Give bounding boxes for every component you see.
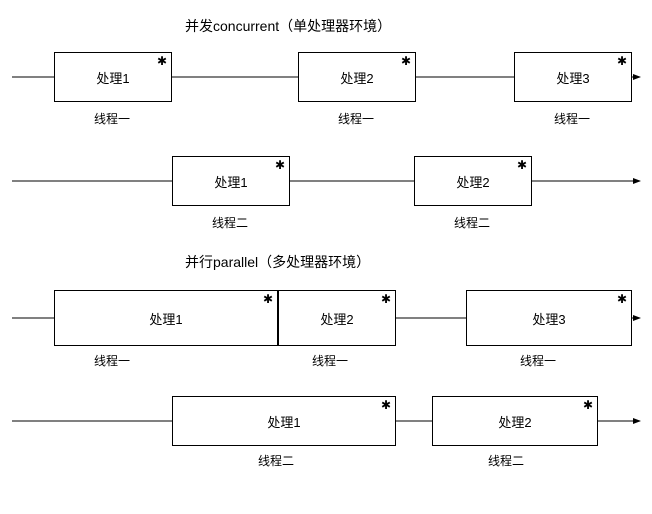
s2r1-box1: ✱ 处理1 xyxy=(54,290,278,346)
s1r1-caption2: 线程一 xyxy=(338,110,374,127)
box-label: 处理2 xyxy=(498,412,531,431)
s1r1-box2: ✱ 处理2 xyxy=(298,52,416,102)
s2r1-box2: ✱ 处理2 xyxy=(278,290,396,346)
star-icon: ✱ xyxy=(381,293,391,305)
star-icon: ✱ xyxy=(617,55,627,67)
section2-title: 并行parallel（多处理器环境） xyxy=(185,252,370,272)
s1r2-box1: ✱ 处理1 xyxy=(172,156,290,206)
box-label: 处理2 xyxy=(456,172,489,191)
s2r1-caption3: 线程一 xyxy=(520,352,556,369)
box-label: 处理1 xyxy=(149,309,182,328)
star-icon: ✱ xyxy=(517,159,527,171)
s2r2-box2: ✱ 处理2 xyxy=(432,396,598,446)
star-icon: ✱ xyxy=(583,399,593,411)
box-label: 处理2 xyxy=(320,309,353,328)
s1r1-caption1: 线程一 xyxy=(94,110,130,127)
star-icon: ✱ xyxy=(381,399,391,411)
s2r2-caption2: 线程二 xyxy=(488,452,524,469)
s1r1-caption3: 线程一 xyxy=(554,110,590,127)
box-label: 处理1 xyxy=(96,68,129,87)
s1r2-box2: ✱ 处理2 xyxy=(414,156,532,206)
s2r2-caption1: 线程二 xyxy=(258,452,294,469)
s1r1-box1: ✱ 处理1 xyxy=(54,52,172,102)
s2r1-box3: ✱ 处理3 xyxy=(466,290,632,346)
s2r1-caption1: 线程一 xyxy=(94,352,130,369)
star-icon: ✱ xyxy=(401,55,411,67)
star-icon: ✱ xyxy=(617,293,627,305)
box-label: 处理3 xyxy=(556,68,589,87)
box-label: 处理3 xyxy=(532,309,565,328)
star-icon: ✱ xyxy=(263,293,273,305)
box-label: 处理1 xyxy=(267,412,300,431)
s1r1-box3: ✱ 处理3 xyxy=(514,52,632,102)
box-label: 处理1 xyxy=(214,172,247,191)
star-icon: ✱ xyxy=(157,55,167,67)
section1-title: 并发concurrent（单处理器环境） xyxy=(185,16,391,36)
s1r2-caption1: 线程二 xyxy=(212,214,248,231)
s1r2-caption2: 线程二 xyxy=(454,214,490,231)
box-label: 处理2 xyxy=(340,68,373,87)
star-icon: ✱ xyxy=(275,159,285,171)
diagram-stage: 并发concurrent（单处理器环境） ✱ 处理1 ✱ 处理2 ✱ 处理3 线… xyxy=(0,0,652,514)
s2r1-caption2: 线程一 xyxy=(312,352,348,369)
s2r2-box1: ✱ 处理1 xyxy=(172,396,396,446)
